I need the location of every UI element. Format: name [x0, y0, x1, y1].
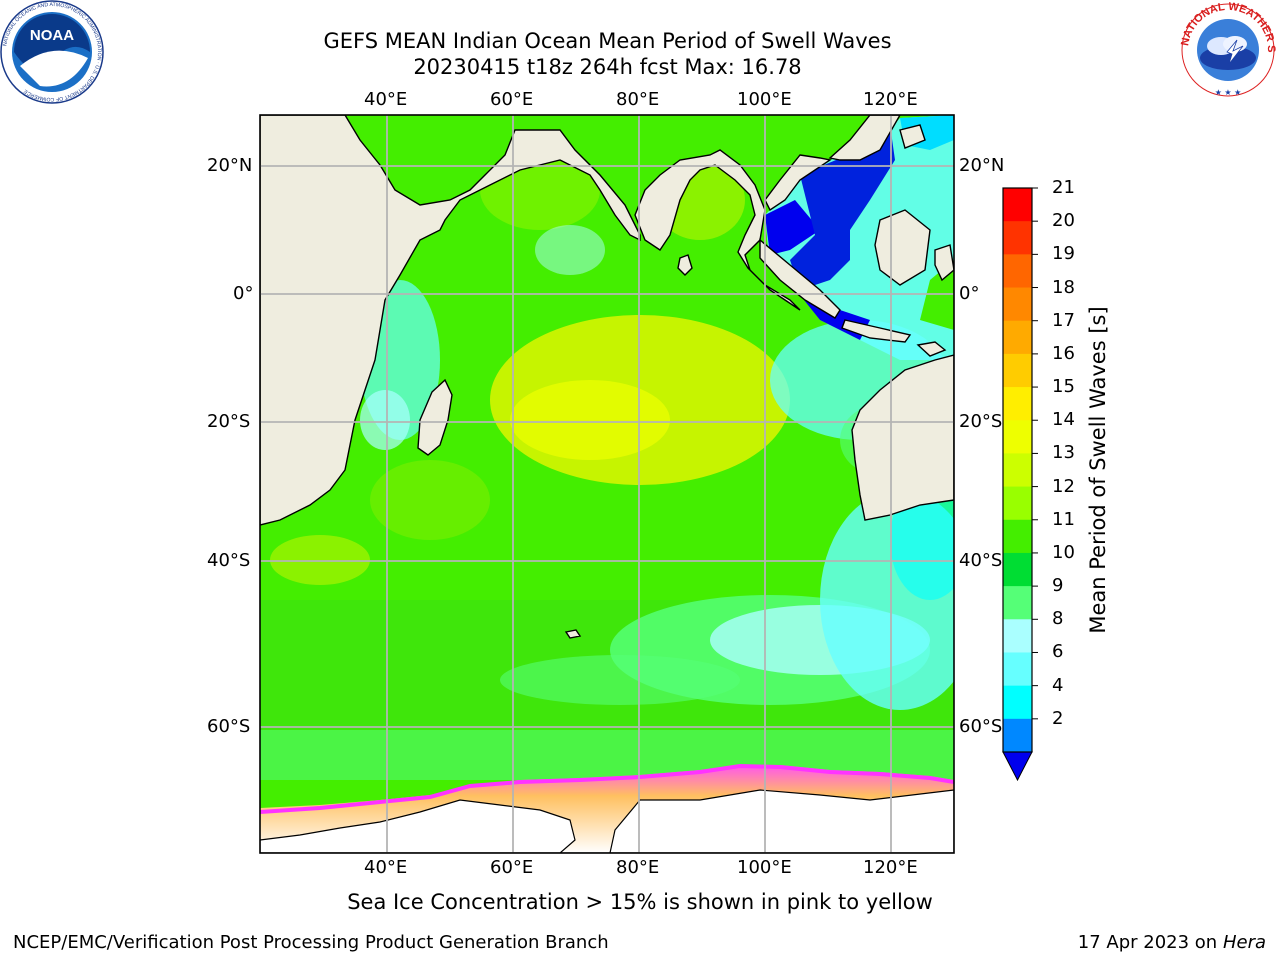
colorbar-label: 4: [1052, 674, 1064, 696]
y-tick-right-40s: 40°S: [959, 550, 1003, 571]
colorbar-label: 14: [1052, 409, 1075, 431]
colorbar-frame: [1002, 187, 1033, 753]
colorbar-segment: [1003, 619, 1032, 653]
sea-ice-edge: [260, 763, 954, 814]
colorbar-segment: [1003, 486, 1032, 521]
colorbar-title: Mean Period of Swell Waves [s]: [1086, 306, 1110, 634]
colorbar: [1002, 187, 1038, 782]
colorbar-under-triangle: [1002, 751, 1033, 782]
map-frame: [259, 114, 955, 854]
x-tick-bottom-120e: 120°E: [863, 857, 918, 878]
map-subtitle: 20230415 t18z 264h fcst Max: 16.78: [413, 55, 802, 79]
colorbar-segment: [1003, 188, 1032, 222]
colorbar-label: 19: [1052, 243, 1075, 265]
map-title: GEFS MEAN Indian Ocean Mean Period of Sw…: [323, 29, 892, 53]
colorbar-label: 16: [1052, 342, 1075, 364]
colorbar-segment: [1003, 586, 1032, 620]
colorbar-segment: [1003, 718, 1032, 753]
colorbar-segment: [1003, 353, 1032, 388]
x-tick-bottom-40e: 40°E: [364, 857, 408, 878]
colorbar-segment: [1003, 387, 1032, 421]
colorbar-segment: [1003, 320, 1032, 355]
colorbar-label: 11: [1052, 508, 1075, 530]
colorbar-segment: [1003, 685, 1032, 720]
colorbar-label: 15: [1052, 376, 1075, 398]
colorbar-segment: [1003, 221, 1032, 255]
andaman-sea: [765, 200, 820, 255]
y-tick-right-0: 0°: [959, 283, 980, 304]
colorbar-segment: [1003, 652, 1032, 687]
colorbar-label: 17: [1052, 309, 1075, 331]
x-tick-top-60e: 60°E: [490, 89, 534, 110]
footer-date: 17 Apr 2023 on Hera: [1078, 932, 1266, 953]
x-tick-top-80e: 80°E: [616, 89, 660, 110]
footer-machine: Hera: [1222, 932, 1266, 953]
colorbar-label: 10: [1052, 541, 1075, 563]
noaa-logo: NOAA NATIONAL OCEANIC AND ATMOSPHERIC AD…: [0, 0, 104, 104]
colorbar-label: 2: [1052, 707, 1064, 729]
x-tick-bottom-100e: 100°E: [737, 857, 792, 878]
colorbar-segment: [1003, 287, 1032, 322]
antarctica: [260, 789, 954, 853]
colorbar-segment: [1003, 552, 1032, 587]
sea-ice-note-text: Sea Ice Concentration > 15% is shown in …: [347, 890, 933, 914]
colorbar-label: 12: [1052, 475, 1075, 497]
x-tick-top-100e: 100°E: [737, 89, 792, 110]
y-tick-right-60s: 60°S: [959, 716, 1003, 737]
noaa-logo-text: NOAA: [30, 27, 74, 44]
y-tick-left-0: 0°: [233, 283, 254, 304]
x-tick-top-120e: 120°E: [863, 89, 918, 110]
y-tick-right-20s: 20°S: [959, 411, 1003, 432]
x-tick-bottom-60e: 60°E: [490, 857, 534, 878]
y-tick-left-60s: 60°S: [207, 716, 251, 737]
land-masses: [260, 115, 954, 639]
colorbar-label: 20: [1052, 210, 1075, 232]
colorbar-label: 21: [1052, 177, 1075, 198]
svg-text:★ ★ ★: ★ ★ ★: [1215, 88, 1242, 97]
footer-date-text: 17 Apr 2023 on: [1077, 932, 1223, 953]
y-tick-right-20n: 20°N: [959, 155, 1005, 176]
y-tick-left-20s: 20°S: [207, 411, 251, 432]
y-tick-left-20n: 20°N: [207, 155, 253, 176]
colorbar-label: 8: [1052, 608, 1064, 630]
y-tick-left-40s: 40°S: [207, 550, 251, 571]
colorbar-segment: [1003, 254, 1032, 289]
nws-logo: NATIONAL WEATHER SERVICE ★ ★ ★: [1177, 2, 1277, 97]
colorbar-label: 6: [1052, 641, 1064, 663]
colorbar-segment: [1003, 420, 1032, 454]
sea-ice-note: Sea Ice Concentration > 15% is shown in …: [0, 890, 1280, 914]
colorbar-label: 18: [1052, 276, 1075, 298]
gridlines: [260, 115, 954, 853]
footer-branch: NCEP/EMC/Verification Post Processing Pr…: [13, 932, 609, 953]
x-tick-bottom-80e: 80°E: [616, 857, 660, 878]
colorbar-segment: [1003, 453, 1032, 488]
colorbar-label: 13: [1052, 442, 1075, 464]
x-tick-top-40e: 40°E: [364, 89, 408, 110]
colorbar-segment: [1003, 519, 1032, 554]
colorbar-label: 9: [1052, 575, 1064, 597]
